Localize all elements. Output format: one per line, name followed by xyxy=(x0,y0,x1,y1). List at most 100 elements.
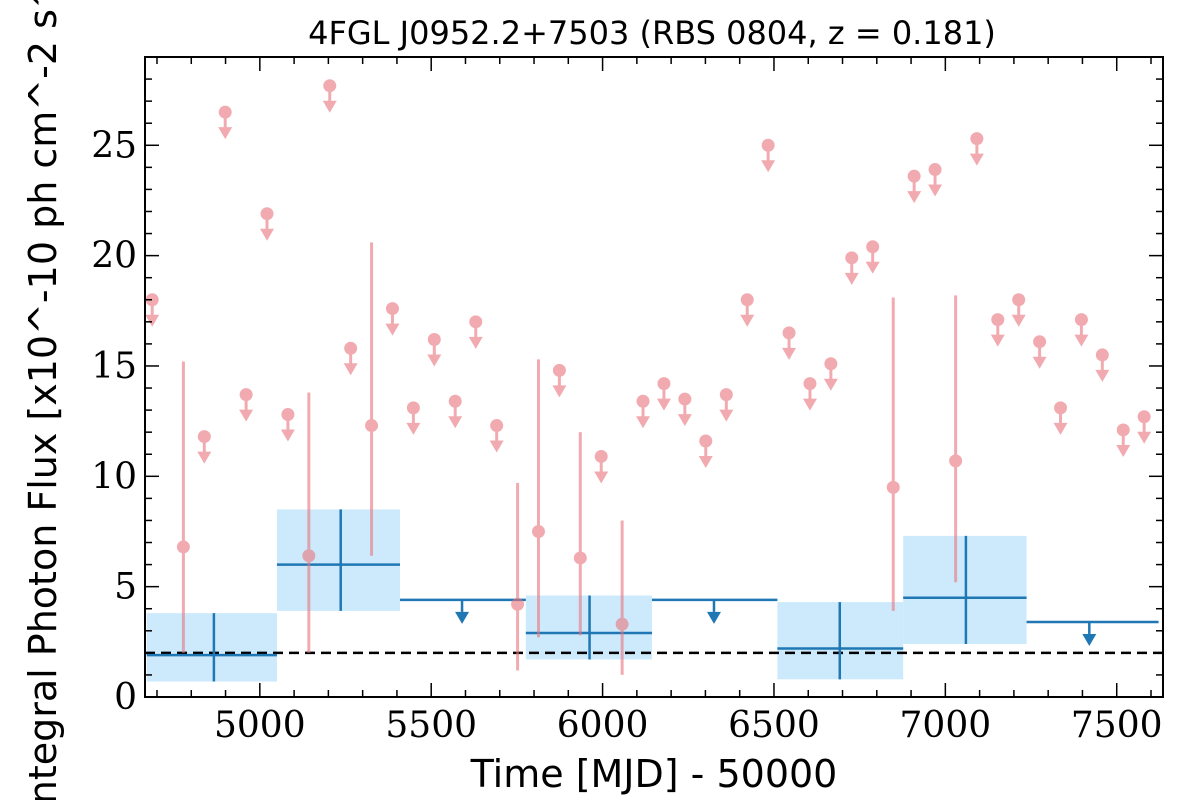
y-tick-label: 15 xyxy=(91,346,137,387)
short-bin-upper-limit-5 xyxy=(280,408,295,442)
short-bin-upper-limit-2 xyxy=(218,105,233,140)
short-bin-upper-limit-21 xyxy=(740,293,755,327)
short-bin-ul-marker xyxy=(218,105,232,119)
short-bin-upper-limit-36 xyxy=(1095,348,1110,382)
y-tick-label: 0 xyxy=(114,677,137,718)
short-bin-point-0 xyxy=(176,361,190,653)
x-tick-label: 7000 xyxy=(900,705,992,746)
plot-area xyxy=(145,79,1163,682)
short-bin-upper-limit-14 xyxy=(552,363,567,398)
short-bin-ul-marker xyxy=(970,132,984,146)
short-bin-upper-limit-8 xyxy=(385,302,400,336)
short-bin-upper-limit-24 xyxy=(802,377,817,411)
short-bin-ul-marker xyxy=(803,377,817,391)
short-bin-upper-limit-20 xyxy=(719,388,734,422)
short-bin-marker xyxy=(302,549,316,563)
short-bin-upper-limit-31 xyxy=(990,313,1005,347)
short-bin-upper-limit-35 xyxy=(1074,313,1089,347)
long-bin-box-1 xyxy=(276,509,401,611)
short-bin-upper-limit-38 xyxy=(1137,410,1152,444)
short-bin-upper-limit-16 xyxy=(636,394,651,429)
short-bin-ul-arrow xyxy=(1074,334,1089,347)
short-bin-ul-marker xyxy=(594,449,608,463)
axes-frame xyxy=(144,56,1164,698)
short-bin-point-3 xyxy=(511,482,525,671)
short-bin-ul-marker xyxy=(490,419,504,433)
short-bin-ul-marker xyxy=(907,169,921,183)
short-bin-upper-limit-25 xyxy=(823,357,838,391)
short-bin-ul-marker xyxy=(1116,423,1130,437)
short-bin-upper-limit-28 xyxy=(907,169,922,204)
short-bin-upper-limit-29 xyxy=(928,163,943,197)
short-bin-point-7 xyxy=(886,297,900,611)
short-bin-ul-arrow xyxy=(823,378,838,391)
short-bin-ul-arrow xyxy=(468,336,483,349)
short-bin-ul-marker xyxy=(323,79,337,93)
short-bin-ul-arrow xyxy=(145,314,160,327)
short-bin-ul-marker xyxy=(636,394,650,408)
short-bin-ul-arrow xyxy=(656,398,671,411)
long-bin-ul-arrow xyxy=(455,611,470,624)
short-bin-upper-limit-27 xyxy=(865,240,880,274)
short-bin-ul-marker xyxy=(281,408,295,422)
short-bin-ul-marker xyxy=(1033,335,1047,349)
long-bin-point-1 xyxy=(276,509,401,611)
short-bin-ul-marker xyxy=(845,251,859,265)
short-bin-ul-arrow xyxy=(1053,422,1068,435)
short-bin-ul-arrow xyxy=(990,334,1005,347)
short-bin-ul-arrow xyxy=(969,153,984,166)
short-bin-marker xyxy=(511,597,525,611)
short-bin-ul-arrow xyxy=(1011,314,1026,327)
short-bin-ul-marker xyxy=(344,341,358,355)
short-bin-ul-arrow xyxy=(322,100,337,113)
short-bin-ul-marker xyxy=(406,401,420,415)
short-bin-upper-limit-26 xyxy=(844,251,859,285)
short-bin-ul-marker xyxy=(145,293,159,307)
short-bin-ul-marker xyxy=(1095,348,1109,362)
short-bin-ul-arrow xyxy=(1032,356,1047,369)
short-bin-ul-arrow xyxy=(844,272,859,285)
short-bin-marker xyxy=(531,524,545,538)
x-tick-label: 6000 xyxy=(557,705,649,746)
short-bin-upper-limit-34 xyxy=(1053,401,1068,435)
short-bin-upper-limit-3 xyxy=(239,388,254,422)
short-bin-ul-marker xyxy=(448,394,462,408)
short-bin-ul-arrow xyxy=(907,191,922,204)
short-bin-ul-marker xyxy=(782,326,796,340)
short-bin-ul-marker xyxy=(866,240,880,254)
short-bin-upper-limit-37 xyxy=(1116,423,1131,457)
short-bin-marker xyxy=(365,419,379,433)
short-bin-ul-arrow xyxy=(865,261,880,274)
short-bin-upper-limit-9 xyxy=(406,401,421,435)
x-tick-label: 7500 xyxy=(1071,705,1163,746)
short-bin-ul-arrow xyxy=(343,363,358,376)
short-bin-ul-arrow xyxy=(385,323,400,336)
short-bin-ul-marker xyxy=(928,163,942,177)
y-tick-label: 25 xyxy=(91,125,137,166)
short-bin-upper-limit-1 xyxy=(197,430,212,464)
x-tick-label: 6500 xyxy=(728,705,820,746)
short-bin-ul-arrow xyxy=(489,440,504,453)
short-bin-ul-marker xyxy=(260,207,274,221)
short-bin-ul-arrow xyxy=(802,398,817,411)
short-bin-ul-arrow xyxy=(280,429,295,442)
short-bin-upper-limit-23 xyxy=(782,326,797,360)
short-bin-ul-arrow xyxy=(427,354,442,367)
short-bin-ul-marker xyxy=(657,377,671,391)
short-bin-upper-limit-19 xyxy=(698,434,713,468)
y-tick-label: 10 xyxy=(91,456,137,497)
short-bin-ul-marker xyxy=(197,430,211,444)
short-bin-marker xyxy=(615,617,629,631)
short-bin-ul-arrow xyxy=(928,184,943,197)
long-bin-ul-arrow xyxy=(706,611,721,624)
short-bin-ul-marker xyxy=(552,363,566,377)
short-bin-ul-marker xyxy=(239,388,253,402)
x-tick-label: 5500 xyxy=(385,705,477,746)
long-bin-point-0 xyxy=(146,613,277,682)
short-bin-ul-arrow xyxy=(761,160,776,173)
short-bin-ul-marker xyxy=(991,313,1005,327)
long-bin-upper-limit-0 xyxy=(400,598,526,624)
short-bin-upper-limit-18 xyxy=(677,392,692,427)
